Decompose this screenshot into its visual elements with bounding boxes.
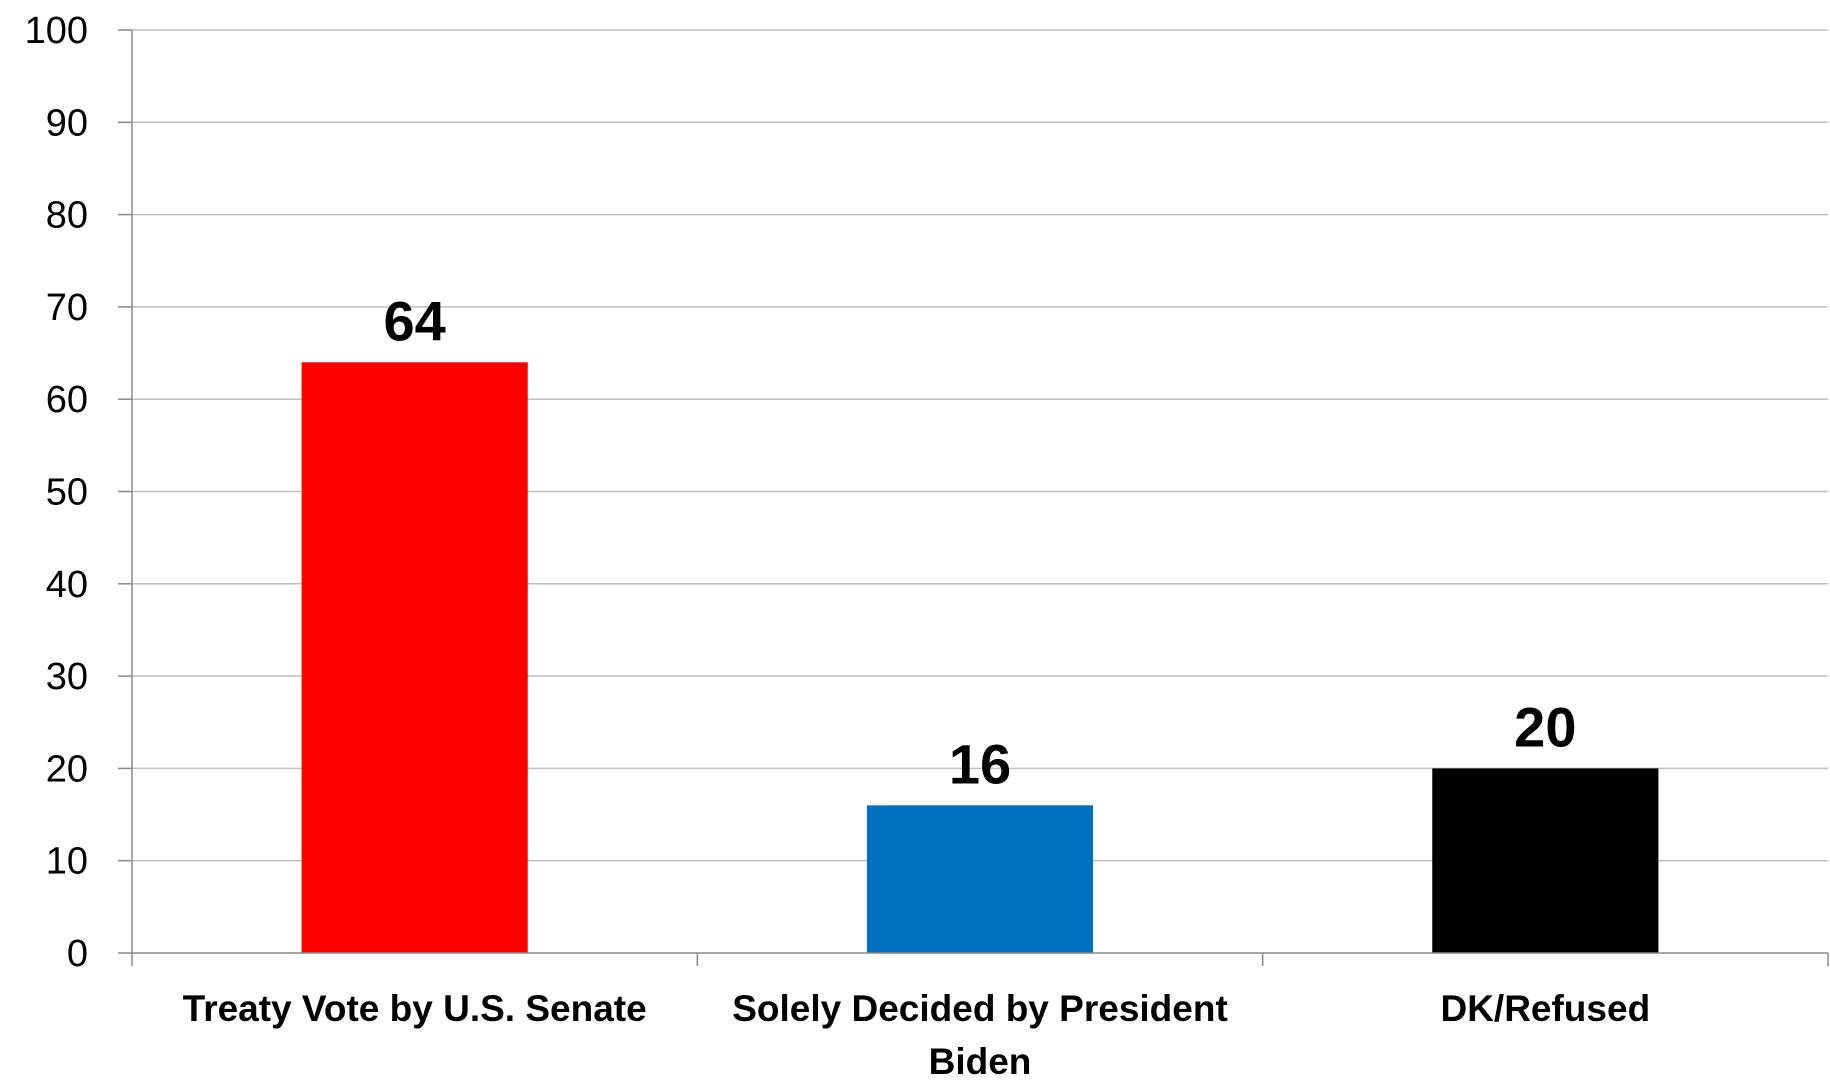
x-category-label: Treaty Vote by U.S. Senate — [183, 988, 647, 1029]
y-tick-label: 70 — [46, 287, 88, 329]
data-label: 20 — [1514, 695, 1576, 758]
x-category-label: Solely Decided by President Biden — [732, 988, 1228, 1081]
axes — [118, 29, 1829, 966]
bar-1 — [866, 805, 1094, 953]
y-tick-label: 20 — [46, 748, 88, 790]
bars — [301, 362, 1659, 953]
y-tick-label: 60 — [46, 379, 88, 421]
x-category-label-line: DK/Refused — [1440, 988, 1650, 1029]
y-tick-label: 40 — [46, 564, 88, 606]
x-category-label: DK/Refused — [1440, 988, 1650, 1029]
y-tick-label: 100 — [25, 10, 88, 52]
y-tick-label: 80 — [46, 195, 88, 237]
x-category-label-line: Treaty Vote by U.S. Senate — [183, 988, 647, 1029]
y-tick-label: 90 — [46, 102, 88, 144]
y-tick-label: 0 — [67, 933, 88, 975]
bar-0 — [301, 362, 528, 953]
x-axis-category-labels: Treaty Vote by U.S. Senate Solely Decided… — [183, 988, 1651, 1081]
data-label: 16 — [949, 732, 1011, 795]
data-label: 64 — [384, 289, 446, 352]
y-tick-label: 50 — [46, 472, 88, 514]
x-category-label-line: Solely Decided by President — [732, 988, 1228, 1029]
y-axis-ticks: 0 10 20 30 40 50 60 70 80 90 100 — [25, 10, 88, 975]
y-tick-label: 10 — [46, 841, 88, 883]
x-category-label-line: Biden — [929, 1041, 1032, 1081]
data-labels: 64 16 20 — [384, 289, 1577, 795]
y-tick-label: 30 — [46, 656, 88, 698]
bar-2 — [1432, 768, 1659, 953]
